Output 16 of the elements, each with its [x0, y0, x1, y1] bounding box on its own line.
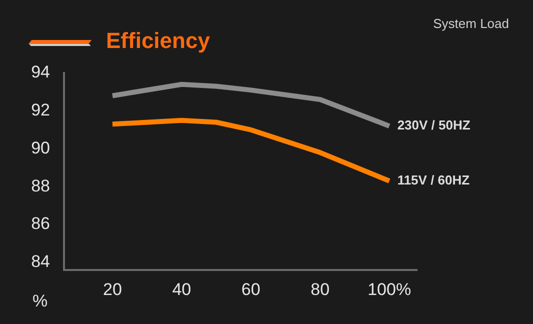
x-tick-label: 20	[102, 280, 122, 299]
y-tick-label: 90	[31, 138, 50, 158]
x-tick-label: 80	[310, 280, 330, 299]
y-tick-label: 94	[31, 62, 50, 82]
text: System Load	[433, 16, 509, 31]
y-axis-title: %	[32, 292, 48, 311]
x-tick-label: 100%	[368, 280, 412, 299]
series-label: 115V / 60HZ	[397, 172, 470, 188]
y-tick-label: 86	[31, 214, 50, 234]
series-label: 230V / 50HZ	[397, 118, 470, 133]
y-tick-label: 88	[31, 176, 50, 196]
chart-title: Efficiency	[106, 28, 210, 54]
x-tick-label: 40	[172, 280, 192, 299]
x-tick-label: 60	[241, 280, 260, 299]
y-tick-label: 92	[31, 100, 50, 120]
y-tick-label: 84	[31, 252, 50, 272]
